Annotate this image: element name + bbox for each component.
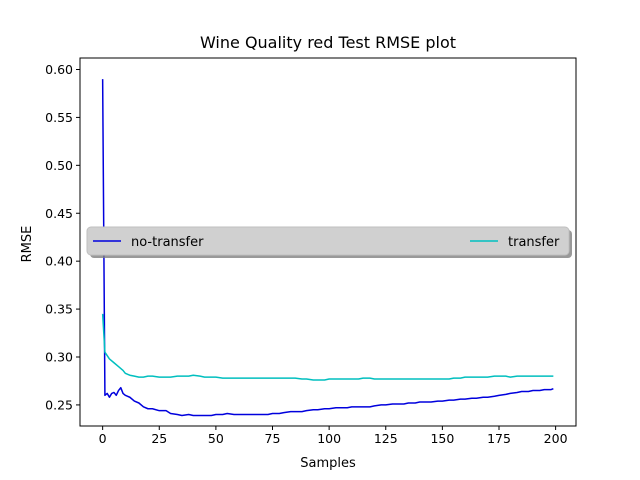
- series-line-transfer: [101, 313, 554, 381]
- y-tick-label: 0.55: [45, 110, 73, 125]
- y-tick-label: 0.35: [45, 302, 73, 317]
- chart-title: Wine Quality red Test RMSE plot: [200, 33, 456, 52]
- series-line-no-transfer: [101, 79, 554, 417]
- x-axis-label: Samples: [300, 456, 356, 471]
- y-tick-label: 0.40: [45, 254, 73, 269]
- chart-legend: no-transfer transfer: [86, 226, 572, 258]
- x-tick-label: 150: [430, 431, 454, 446]
- legend-label-no-transfer: no-transfer: [131, 235, 204, 250]
- x-tick-label: 100: [317, 431, 341, 446]
- y-tick-label: 0.25: [45, 397, 73, 412]
- y-axis-label: RMSE: [20, 226, 35, 263]
- plot-frame: [79, 57, 577, 427]
- x-tick-label: 75: [265, 431, 281, 446]
- y-tick-label: 0.30: [45, 350, 73, 365]
- legend-box: [86, 226, 570, 256]
- x-tick-label: 175: [487, 431, 511, 446]
- x-tick-label: 125: [374, 431, 398, 446]
- y-tick-label: 0.50: [45, 158, 73, 173]
- x-tick-label: 50: [208, 431, 224, 446]
- legend-label-transfer: transfer: [508, 235, 560, 250]
- y-tick-label: 0.60: [45, 62, 73, 77]
- x-tick-label: 0: [99, 431, 107, 446]
- x-tick-label: 200: [544, 431, 568, 446]
- y-tick-label: 0.45: [45, 206, 73, 221]
- x-tick-label: 25: [151, 431, 167, 446]
